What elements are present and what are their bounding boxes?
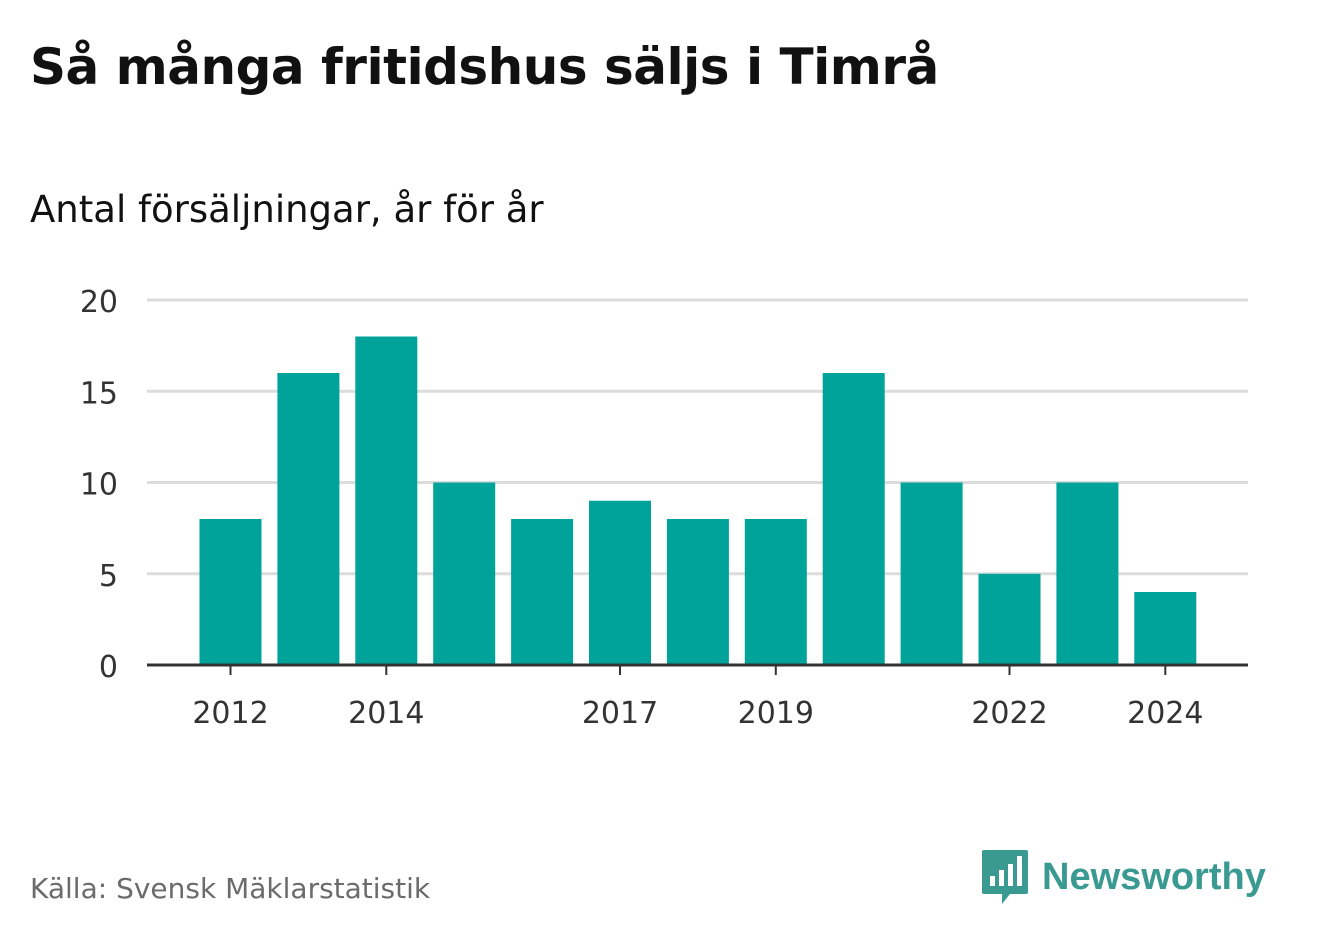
x-axis: 2012 2014 2017 2019 2022 2024 <box>147 663 1248 731</box>
bar-2024 <box>1134 592 1197 665</box>
newsworthy-logo: Newsworthy <box>980 848 1266 906</box>
y-axis-ticks: 0 5 10 15 20 <box>80 285 118 685</box>
bar-2019 <box>744 519 807 665</box>
x-tick-label: 2019 <box>738 696 814 731</box>
y-tick-label: 15 <box>80 376 118 411</box>
x-tick-label: 2022 <box>971 696 1047 731</box>
x-tick-label: 2024 <box>1127 696 1203 731</box>
source-note: Källa: Svensk Mäklarstatistik <box>30 872 431 905</box>
bar-2022 <box>978 573 1041 665</box>
bar-2012 <box>199 519 262 665</box>
bar-chart: 0 5 10 15 20 2012 2014 2017 2019 2022 2024 <box>80 285 1248 731</box>
x-tick-label: 2017 <box>582 696 658 731</box>
bar-2013 <box>277 373 340 665</box>
bars <box>199 336 1197 665</box>
bar-2023 <box>1056 482 1119 665</box>
y-tick-label: 0 <box>99 650 118 685</box>
chart-title: Så många fritidshus säljs i Timrå <box>30 38 939 96</box>
bar-2021 <box>900 482 963 665</box>
bar-2017 <box>589 500 651 665</box>
newsworthy-logo-icon <box>982 850 1028 904</box>
y-tick-label: 20 <box>80 285 118 320</box>
x-tick-label: 2012 <box>192 696 268 731</box>
x-tick-label: 2014 <box>348 696 424 731</box>
bar-2016 <box>511 519 574 665</box>
y-tick-label: 5 <box>99 559 118 594</box>
y-tick-label: 10 <box>80 468 118 503</box>
bar-2015 <box>433 482 496 665</box>
brand-name: Newsworthy <box>1042 855 1266 898</box>
bar-2018 <box>666 519 729 665</box>
bar-2014 <box>355 336 418 665</box>
bar-2020 <box>822 373 885 665</box>
chart-subtitle: Antal försäljningar, år för år <box>30 188 544 231</box>
